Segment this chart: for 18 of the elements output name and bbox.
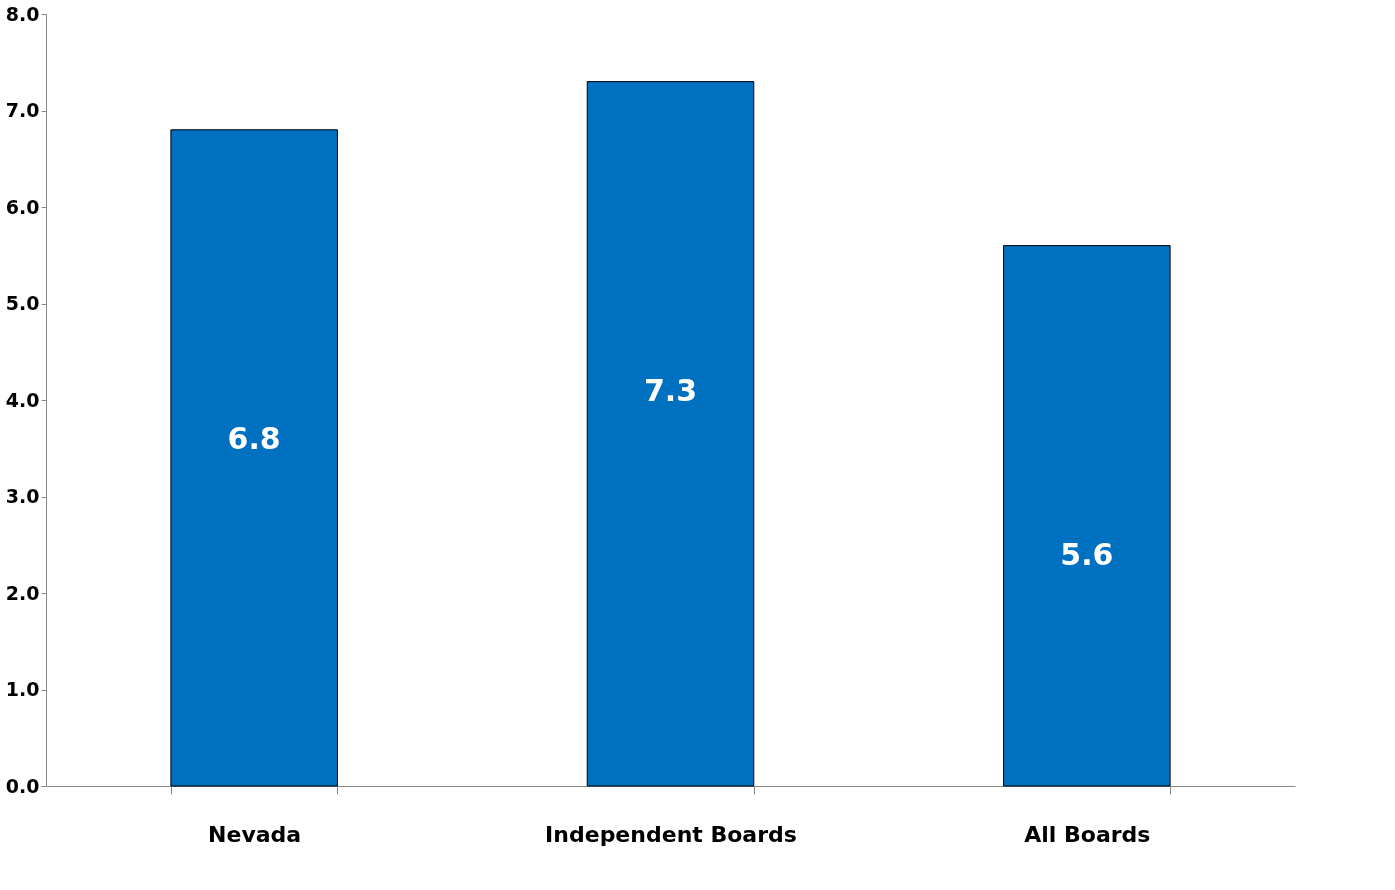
y-tick-label: 4.0 [5, 388, 40, 411]
y-tick-label: 5.0 [5, 292, 40, 314]
bar [586, 81, 755, 787]
y-tick-label: 1.0 [5, 678, 40, 700]
y-tick-label: 3.0 [5, 485, 40, 507]
x-tick-label: All Boards [1024, 821, 1151, 847]
data-label: 6.8 [227, 420, 281, 456]
y-tick-label: 7.0 [5, 99, 40, 121]
bar [170, 129, 338, 787]
y-tick-label: 0.0 [5, 774, 40, 797]
bar [1003, 245, 1171, 787]
x-tick-label: Independent Boards [545, 821, 797, 847]
data-label: 7.3 [643, 372, 698, 408]
y-tick-label: 2.0 [5, 581, 40, 604]
x-tick-label: Nevada [208, 821, 302, 847]
y-tick-label: 8.0 [5, 2, 40, 25]
y-tick-label: 6.0 [5, 195, 40, 218]
data-label: 5.6 [1060, 536, 1114, 572]
